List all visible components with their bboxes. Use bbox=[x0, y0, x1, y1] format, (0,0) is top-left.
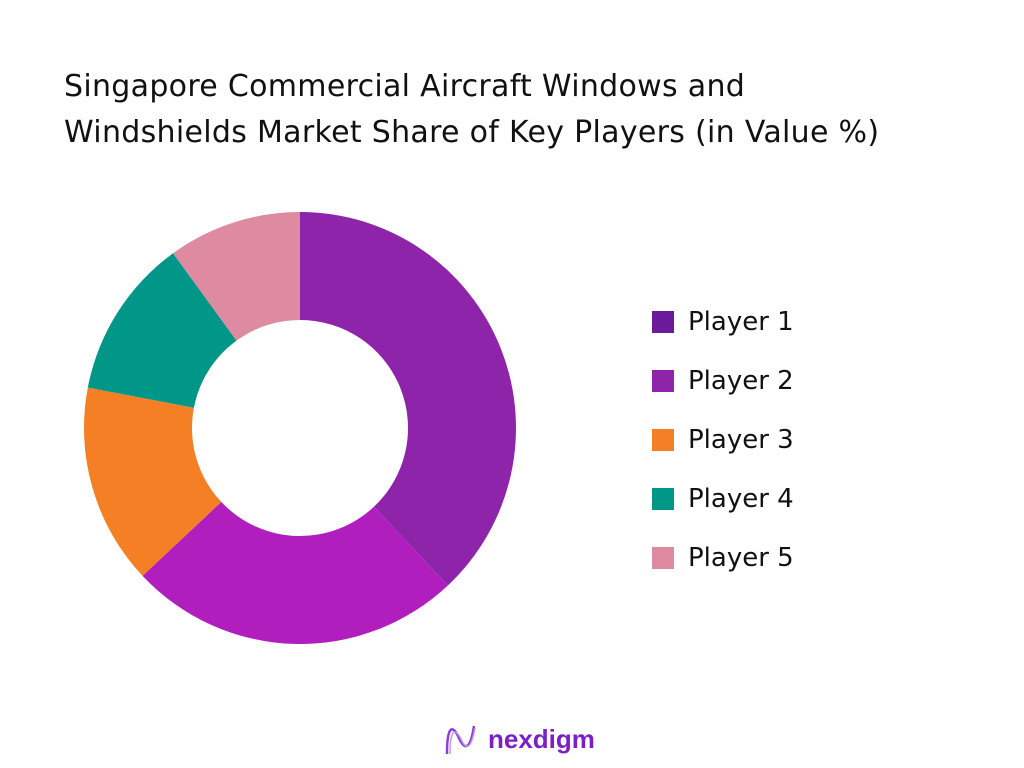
nexdigm-logo: nexdigm bbox=[444, 722, 595, 756]
legend-swatch bbox=[652, 546, 674, 569]
slice-player-5 bbox=[173, 212, 300, 341]
legend: Player 1 Player 2 Player 3 Player 4 Player 5 bbox=[652, 292, 794, 587]
legend-label: Player 2 bbox=[688, 365, 794, 396]
legend-item: Player 4 bbox=[652, 469, 794, 528]
legend-item: Player 1 bbox=[652, 292, 794, 351]
slice-player-4 bbox=[87, 253, 237, 408]
chart-title: Singapore Commercial Aircraft Windows an… bbox=[64, 64, 879, 156]
brand-name: nexdigm bbox=[488, 723, 595, 754]
legend-swatch bbox=[652, 369, 674, 392]
legend-item: Player 3 bbox=[652, 410, 794, 469]
nexdigm-wave-icon bbox=[445, 725, 476, 755]
legend-swatch bbox=[652, 310, 674, 333]
slice-player-1 bbox=[300, 212, 517, 586]
legend-item: Player 5 bbox=[652, 528, 794, 587]
title-line-2: Windshields Market Share of Key Players … bbox=[64, 115, 880, 150]
slice-player-3 bbox=[84, 387, 222, 576]
legend-swatch bbox=[652, 428, 674, 451]
slice-player-2 bbox=[142, 501, 448, 645]
legend-label: Player 1 bbox=[688, 306, 794, 337]
legend-label: Player 4 bbox=[688, 483, 794, 514]
legend-item: Player 2 bbox=[652, 351, 794, 410]
title-line-1: Singapore Commercial Aircraft Windows an… bbox=[64, 69, 746, 104]
legend-label: Player 3 bbox=[688, 424, 794, 455]
legend-swatch bbox=[652, 487, 674, 510]
legend-label: Player 5 bbox=[688, 542, 794, 573]
